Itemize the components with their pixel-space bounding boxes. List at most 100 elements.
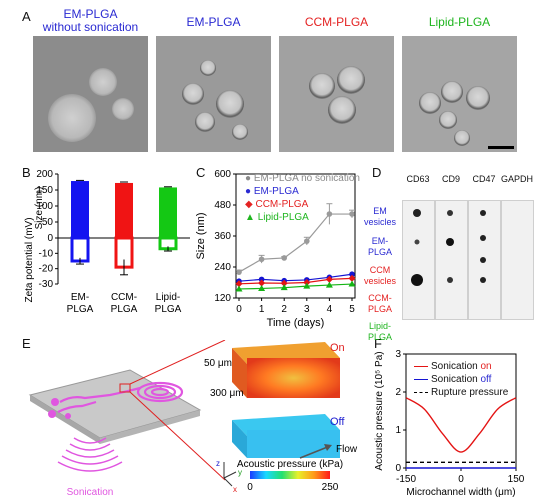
band-cd9-4: [447, 277, 453, 283]
legend-c-item-2: ● EM-PLGA: [245, 185, 360, 198]
chart-c: 120 240 360 480 600 0 1 2 3 4 5 Time (days) Size (nm…: [195, 169, 356, 329]
legend-f-item-2: Sonication off: [414, 373, 508, 386]
chart-c-point: [281, 255, 287, 261]
chart-b-category-label: PLGA: [111, 304, 138, 315]
wb-bands: [411, 209, 486, 286]
wb-label-5: Lipid- PLGA: [360, 321, 400, 343]
legend-f-label-3: Rupture pressure: [431, 387, 509, 398]
flow-arrowhead: [324, 444, 332, 451]
band-cd63-1: [413, 209, 421, 217]
wb-header-cd9: CD9: [441, 174, 460, 184]
chart-c-ytick-label: 120: [214, 293, 231, 304]
dim-length: 300 μm: [210, 388, 244, 399]
microchannels: [57, 381, 184, 413]
band-cd63-4: [411, 274, 423, 286]
wb-label-2-l2: PLGA: [367, 247, 392, 257]
chart-b-top-tick-label: 100: [36, 201, 53, 212]
flow-label: Flow: [336, 444, 358, 455]
chart-c-point: [258, 276, 265, 283]
wb-label-4-l2: PLGA: [367, 304, 392, 314]
wb-lane-cd63: [402, 200, 435, 320]
chart-b-ylabel-top: Size (nm): [34, 187, 45, 230]
panel-letter-f: F: [374, 336, 382, 351]
band-cd63-2: [414, 239, 420, 245]
tem-images: [33, 36, 517, 152]
chart-c-legend: ● EM-PLGA no sonication ● EM-PLGA ◆ CCM-…: [245, 172, 360, 224]
chart-b-bottom-tick-label: -10: [39, 248, 54, 259]
legend-c-marker-3: ◆: [245, 199, 256, 210]
chart-b-ylabel-bottom: Zeta potential (mV): [24, 217, 35, 302]
wb-label-2-l1: EM-: [371, 236, 389, 246]
axis-y: y: [238, 468, 242, 477]
inlet-2: [48, 410, 56, 418]
legend-f-swatch-3: [414, 391, 428, 393]
device-schematic: Sonication On 50 μm 300 μm Off Flow z y …: [28, 340, 358, 498]
legend-f-label-2: Sonication: [431, 374, 481, 385]
wb-label-3-l2: vesicles: [363, 276, 396, 286]
chart-c-xtick-label: 3: [304, 304, 310, 315]
inlet-1: [51, 398, 59, 406]
chart-b-top-tick-label: 200: [36, 169, 53, 180]
chart-b-zeta-bar: [70, 236, 90, 263]
chart-f-ytick-label: 3: [395, 349, 401, 360]
chart-f-series-line: [405, 397, 517, 453]
wb-lane-cd9: [435, 200, 468, 320]
band-cd47-2: [480, 235, 486, 241]
legend-f-item-3: Rupture pressure: [414, 386, 508, 399]
block-off: [232, 414, 340, 458]
sonication-waves: [57, 437, 123, 472]
chart-b-top-tick-label: 50: [42, 217, 54, 228]
wb-label-4: CCM- PLGA: [360, 293, 400, 315]
chart-c-point: [236, 269, 242, 275]
band-cd9-2: [446, 238, 454, 246]
legend-c-marker-1: ●: [245, 173, 254, 184]
panel-letter-e: E: [22, 336, 31, 351]
band-cd47-4: [480, 277, 486, 283]
off-label: Off: [330, 416, 345, 428]
chart-c-point: [348, 274, 356, 282]
wb-label-3: CCM vesicles: [360, 265, 400, 287]
legend-f-em-2: off: [480, 374, 492, 385]
chart-c-xtick-label: 4: [327, 304, 333, 315]
legend-f-item-1: Sonication on: [414, 360, 508, 373]
axis-z: z: [216, 459, 220, 468]
chart-b: 50 100 150 200 0 -10 -20 -30 Size (nm)Zeta poten…: [24, 169, 190, 315]
legend-c-item-3: ◆ CCM-PLGA: [245, 198, 360, 211]
colorbar-title: Acoustic pressure (kPa): [237, 459, 343, 470]
legend-c-marker-4: ▲: [245, 212, 258, 223]
legend-c-label-1: EM-PLGA no sonication: [253, 173, 360, 184]
chart-b-category-label: PLGA: [155, 304, 182, 315]
chart-c-point: [304, 238, 310, 244]
chart-f-legend: Sonication on Sonication off Rupture pre…: [414, 360, 508, 399]
tem-image-1: [33, 36, 148, 152]
chart-c-point: [326, 211, 333, 217]
chart-c-point: [325, 275, 333, 283]
legend-c-label-2: EM-PLGA: [253, 186, 299, 197]
chart-f-xtick-label: 150: [508, 474, 525, 485]
legend-c-marker-2: ●: [245, 186, 254, 197]
block-on-side: [232, 348, 247, 398]
flow-arrow: [299, 445, 331, 459]
chart-c-series-line: [238, 277, 353, 285]
chart-b-top-tick-label: 150: [36, 185, 53, 196]
band-cd47-3: [480, 257, 486, 263]
chart-f-xlabel: Microchannel width (μm): [406, 487, 515, 498]
chart-b-size-bar: [115, 182, 133, 238]
chart-c-point: [235, 285, 243, 292]
chart-c-point: [303, 282, 311, 289]
chart-b-size-bar: [159, 187, 177, 238]
chart-b-bottom-tick-label: -20: [39, 264, 54, 275]
chart-b-category-label: EM-: [71, 292, 89, 303]
chart-c-series-line: [238, 213, 352, 273]
chart-b-bottom-tick-label: 0: [47, 233, 53, 244]
chart-c-point: [349, 211, 355, 217]
zoom-box: [119, 383, 131, 393]
tem-title-1: EM-PLGA without sonication: [33, 8, 148, 34]
chart-c-point: [258, 279, 266, 287]
axes-triad: [223, 462, 237, 487]
wb-header-cd63: CD63: [406, 174, 430, 184]
chart-c-xlabel: Time (days): [267, 317, 325, 329]
tem-image-2: [156, 36, 271, 152]
chart-f-ylabel: Acoustic pressure (10⁵ Pa): [374, 351, 385, 470]
chart-c-ytick-label: 240: [214, 262, 231, 273]
